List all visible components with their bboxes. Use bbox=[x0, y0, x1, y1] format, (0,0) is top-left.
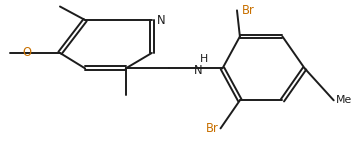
Text: H: H bbox=[200, 54, 208, 64]
Text: Br: Br bbox=[242, 4, 254, 17]
Text: Me: Me bbox=[336, 95, 352, 105]
Text: O: O bbox=[23, 47, 32, 59]
Text: Br: Br bbox=[206, 122, 219, 135]
Text: N: N bbox=[157, 14, 165, 27]
Text: N: N bbox=[194, 64, 203, 77]
